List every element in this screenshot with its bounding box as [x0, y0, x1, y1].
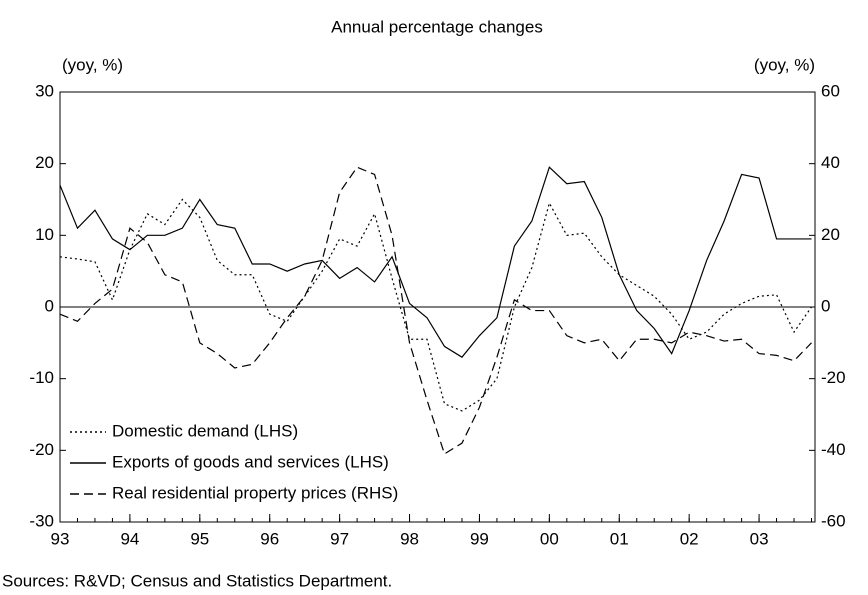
x-tick-label: 00 — [540, 529, 559, 548]
y-tick-label: 20 — [35, 153, 54, 172]
y2-tick-label: 60 — [821, 81, 840, 100]
x-tick-label: 94 — [120, 529, 139, 548]
y2-tick-label: -40 — [821, 440, 846, 459]
y2-tick-label: 20 — [821, 225, 840, 244]
x-tick-label: 93 — [51, 529, 70, 548]
y2-tick-label: -20 — [821, 368, 846, 387]
y-tick-label: 0 — [45, 296, 54, 315]
y-tick-label: 30 — [35, 81, 54, 100]
legend-label: Real residential property prices (RHS) — [112, 483, 398, 502]
y-tick-label: -30 — [29, 511, 54, 530]
source-note: Sources: R&VD; Census and Statistics Dep… — [2, 571, 392, 590]
y2-axis-label: (yoy, %) — [754, 55, 815, 74]
x-tick-label: 97 — [330, 529, 349, 548]
y-tick-label: -20 — [29, 440, 54, 459]
x-tick-label: 01 — [610, 529, 629, 548]
series-line — [59, 198, 812, 412]
series-line — [59, 166, 812, 358]
y2-tick-label: -60 — [821, 511, 846, 530]
y2-tick-label: 0 — [821, 296, 830, 315]
y-tick-label: 10 — [35, 225, 54, 244]
y-axis-label: (yoy, %) — [62, 55, 123, 74]
x-tick-label: 98 — [400, 529, 419, 548]
y-tick-label: -10 — [29, 368, 54, 387]
x-tick-label: 96 — [260, 529, 279, 548]
y2-tick-label: 40 — [821, 153, 840, 172]
series-line — [59, 166, 812, 455]
legend-label: Domestic demand (LHS) — [112, 421, 298, 440]
chart-title: Annual percentage changes — [331, 17, 543, 36]
x-tick-label: 02 — [680, 529, 699, 548]
x-tick-label: 95 — [190, 529, 209, 548]
x-tick-label: 03 — [750, 529, 769, 548]
legend-label: Exports of goods and services (LHS) — [112, 452, 389, 471]
x-tick-label: 99 — [470, 529, 489, 548]
